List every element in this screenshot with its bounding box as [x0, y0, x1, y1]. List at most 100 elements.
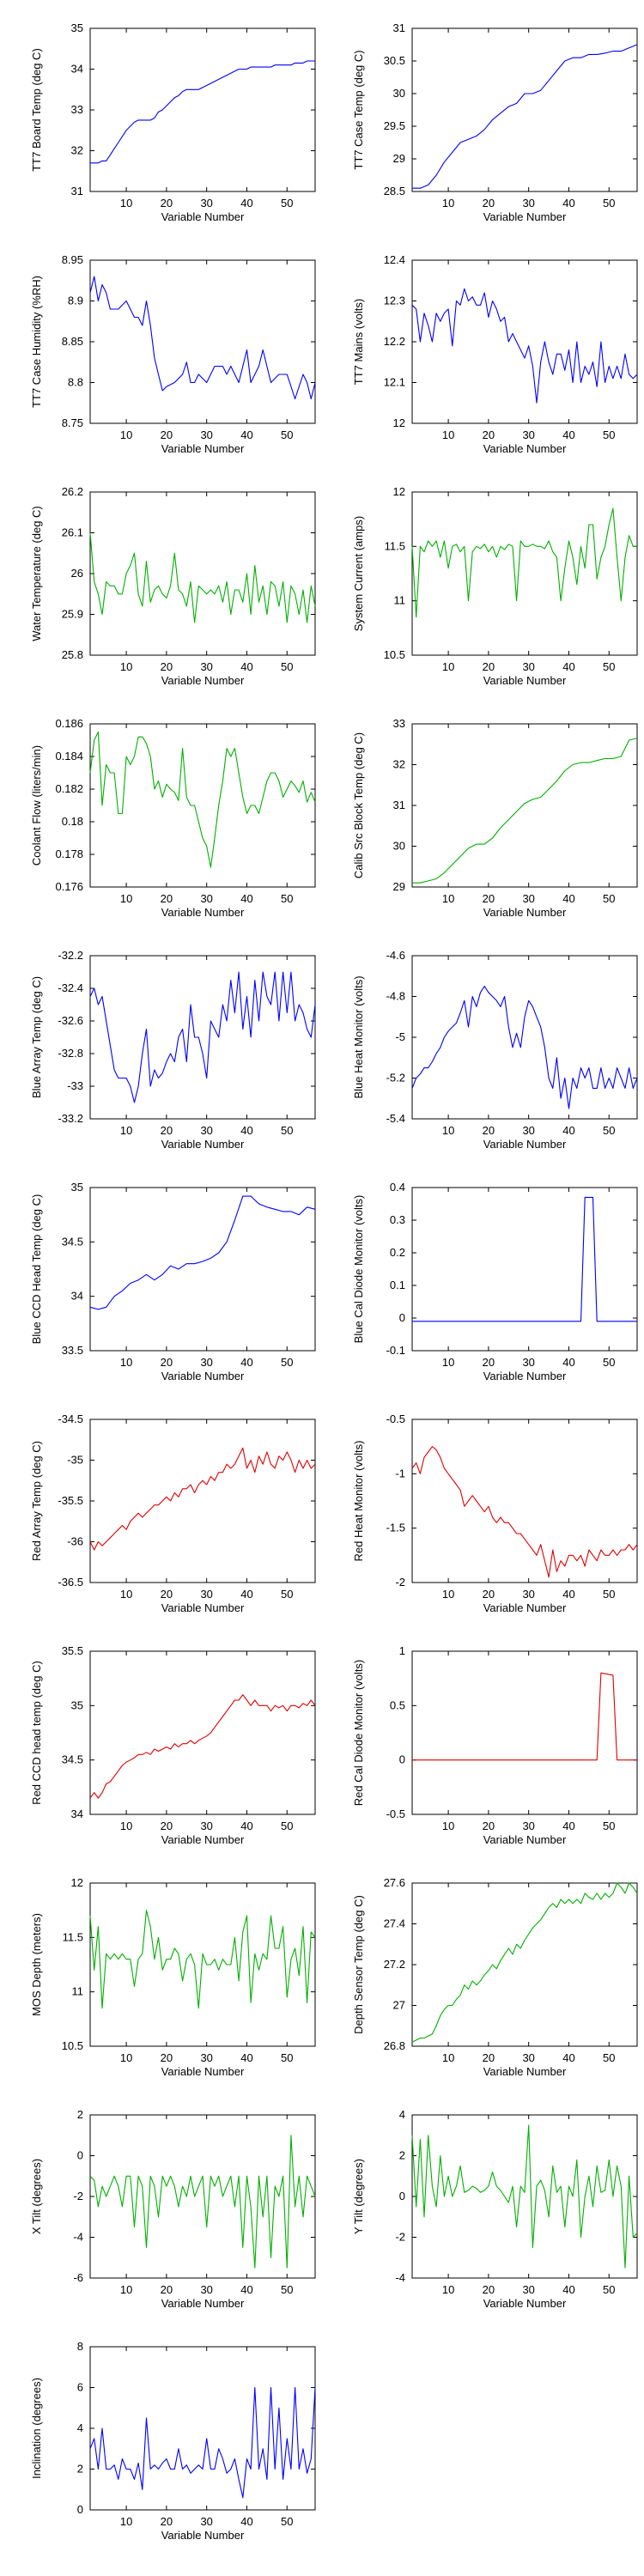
- line-chart: -2 -1.5 -1 -0.5 10 20 30 40 50 Variable Number Red…: [352, 1413, 638, 1614]
- x-tick-label: 20: [483, 892, 495, 905]
- x-tick-label: 20: [483, 197, 495, 210]
- line-chart: 0.176 0.178 0.18 0.182 0.184 0.186 10 20 30 40 50 V…: [30, 717, 316, 919]
- y-tick-label: 0.3: [390, 1213, 405, 1226]
- x-tick-label: 30: [522, 428, 534, 441]
- x-tick-label: 10: [442, 2051, 454, 2064]
- y-tick-label: 29.5: [384, 119, 405, 132]
- y-tick-label: 8.85: [62, 335, 83, 348]
- x-tick-label: 20: [483, 428, 495, 441]
- series-line: [89, 1910, 316, 2009]
- x-tick-label: 40: [240, 660, 252, 673]
- line-chart: -33.2 -33 -32.8 -32.6 -32.4 -32.2 10 20 30 40 50 Va…: [30, 949, 316, 1151]
- x-tick-label: 50: [603, 1124, 615, 1137]
- y-axis-label: X Tilt (degrees): [30, 2159, 43, 2234]
- chart-panel: 0.176 0.178 0.18 0.182 0.184 0.186 10 20 30 40 50 V…: [0, 696, 322, 927]
- x-tick-label: 50: [281, 197, 293, 210]
- y-tick-label: 8: [77, 2340, 83, 2353]
- plot-frame: [411, 1187, 638, 1352]
- plot-frame: [89, 27, 316, 192]
- y-tick-label: 34: [71, 1290, 83, 1303]
- y-tick-label: -5.4: [386, 1112, 405, 1125]
- x-tick-label: 50: [281, 2515, 293, 2528]
- y-tick-label: 34.5: [62, 1753, 83, 1766]
- y-tick-label: 25.9: [62, 608, 83, 621]
- series-line: [411, 986, 638, 1109]
- y-tick-label: -33: [67, 1079, 83, 1092]
- x-tick-label: 50: [603, 197, 615, 210]
- chart-panel: 29 30 31 32 33 10 20 30 40 50 Variable Number Calib…: [322, 696, 644, 927]
- y-tick-label: -0.5: [386, 1807, 405, 1820]
- plot-frame: [411, 27, 638, 192]
- x-tick-label: 10: [442, 1588, 454, 1601]
- x-tick-label: 30: [522, 1356, 534, 1369]
- x-tick-label: 40: [240, 428, 252, 441]
- x-tick-label: 50: [281, 1356, 293, 1369]
- y-axis-label: TT7 Case Temp (deg C): [352, 50, 365, 169]
- x-tick-label: 10: [442, 660, 454, 673]
- y-tick-label: 11: [394, 594, 406, 607]
- y-tick-label: -32.6: [58, 1014, 83, 1027]
- y-tick-label: 12: [393, 485, 405, 498]
- series-line: [89, 1195, 316, 1310]
- line-chart: 29 30 31 32 33 10 20 30 40 50 Variable Number Calib…: [352, 717, 638, 919]
- chart-panel: 31 32 33 34 35 10 20 30 40 50 Variable Number TT7 B…: [0, 0, 322, 232]
- x-tick-label: 10: [442, 1124, 454, 1137]
- y-tick-label: 33.5: [62, 1344, 83, 1357]
- y-tick-label: 29: [393, 152, 405, 165]
- x-axis-label: Variable Number: [483, 2065, 567, 2078]
- y-tick-label: -34.5: [58, 1413, 83, 1425]
- y-axis-label: Red CCD head temp (deg C): [30, 1661, 43, 1805]
- y-tick-label: -4.8: [386, 990, 405, 1003]
- chart-panel: 34 34.5 35 35.5 10 20 30 40 50 Variable Number Red…: [0, 1623, 322, 1855]
- x-tick-label: 20: [483, 2283, 495, 2296]
- y-tick-label: -33.2: [58, 1112, 83, 1125]
- chart-panel: 10.5 11 11.5 12 10 20 30 40 50 Variable Number MOS…: [0, 1855, 322, 2087]
- chart-panel: -0.5 0 0.5 1 10 20 30 40 50 Variable Number Red Ca…: [322, 1623, 644, 1855]
- series-line: [89, 731, 316, 868]
- y-tick-label: -4: [73, 2231, 83, 2244]
- y-tick-label: 35: [71, 1181, 83, 1194]
- y-tick-label: 34: [71, 1807, 83, 1820]
- plot-frame: [411, 2114, 638, 2279]
- line-chart: -4 -2 0 2 4 10 20 30 40 50 Variable Number Y Tilt (…: [352, 2108, 638, 2310]
- x-tick-label: 30: [200, 1820, 212, 1832]
- line-chart: 10.5 11 11.5 12 10 20 30 40 50 Variable Number Sys…: [352, 485, 638, 687]
- y-tick-label: -0.1: [386, 1344, 405, 1357]
- plot-frame: [411, 1419, 638, 1583]
- x-tick-label: 50: [603, 428, 615, 441]
- plot-frame: [89, 1187, 316, 1352]
- x-tick-label: 10: [442, 1356, 454, 1369]
- x-tick-label: 30: [522, 2283, 534, 2296]
- x-tick-label: 10: [120, 2515, 132, 2528]
- y-tick-label: -2: [73, 2190, 83, 2202]
- x-tick-label: 50: [603, 2283, 615, 2296]
- chart-panel: -5.4 -5.2 -5 -4.8 -4.6 10 20 30 40 50 Variable Num…: [322, 927, 644, 1159]
- y-tick-label: 0: [399, 1311, 405, 1324]
- plot-frame: [411, 259, 638, 424]
- x-tick-label: 20: [161, 1588, 173, 1601]
- x-tick-label: 30: [522, 197, 534, 210]
- y-tick-label: 0.4: [390, 1181, 405, 1194]
- x-axis-label: Variable Number: [483, 2297, 567, 2310]
- y-axis-label: Blue Heat Monitor (volts): [352, 975, 365, 1098]
- y-tick-label: 29: [393, 880, 405, 893]
- x-tick-label: 40: [240, 197, 252, 210]
- y-tick-label: 0: [399, 1753, 405, 1766]
- x-tick-label: 10: [120, 1820, 132, 1832]
- y-tick-label: 12.2: [384, 335, 405, 348]
- x-axis-label: Variable Number: [483, 906, 567, 919]
- y-tick-label: 33: [393, 717, 405, 730]
- y-axis-label: System Current (amps): [352, 516, 365, 631]
- y-tick-label: 1: [399, 1644, 405, 1657]
- series-line: [412, 44, 638, 189]
- y-tick-label: 12.3: [384, 295, 405, 307]
- y-axis-label: TT7 Mains (volts): [352, 299, 365, 385]
- y-tick-label: -4: [395, 2271, 405, 2284]
- line-chart: 12 12.1 12.2 12.3 12.4 10 20 30 40 50 Variable Num…: [352, 253, 638, 455]
- y-axis-label: TT7 Case Humidity (%RH): [30, 276, 43, 408]
- y-tick-label: -4.6: [386, 949, 405, 962]
- y-tick-label: 27.6: [384, 1876, 405, 1889]
- y-tick-label: 0.5: [390, 1698, 405, 1711]
- x-axis-label: Variable Number: [161, 2529, 245, 2542]
- x-tick-label: 50: [603, 1356, 615, 1369]
